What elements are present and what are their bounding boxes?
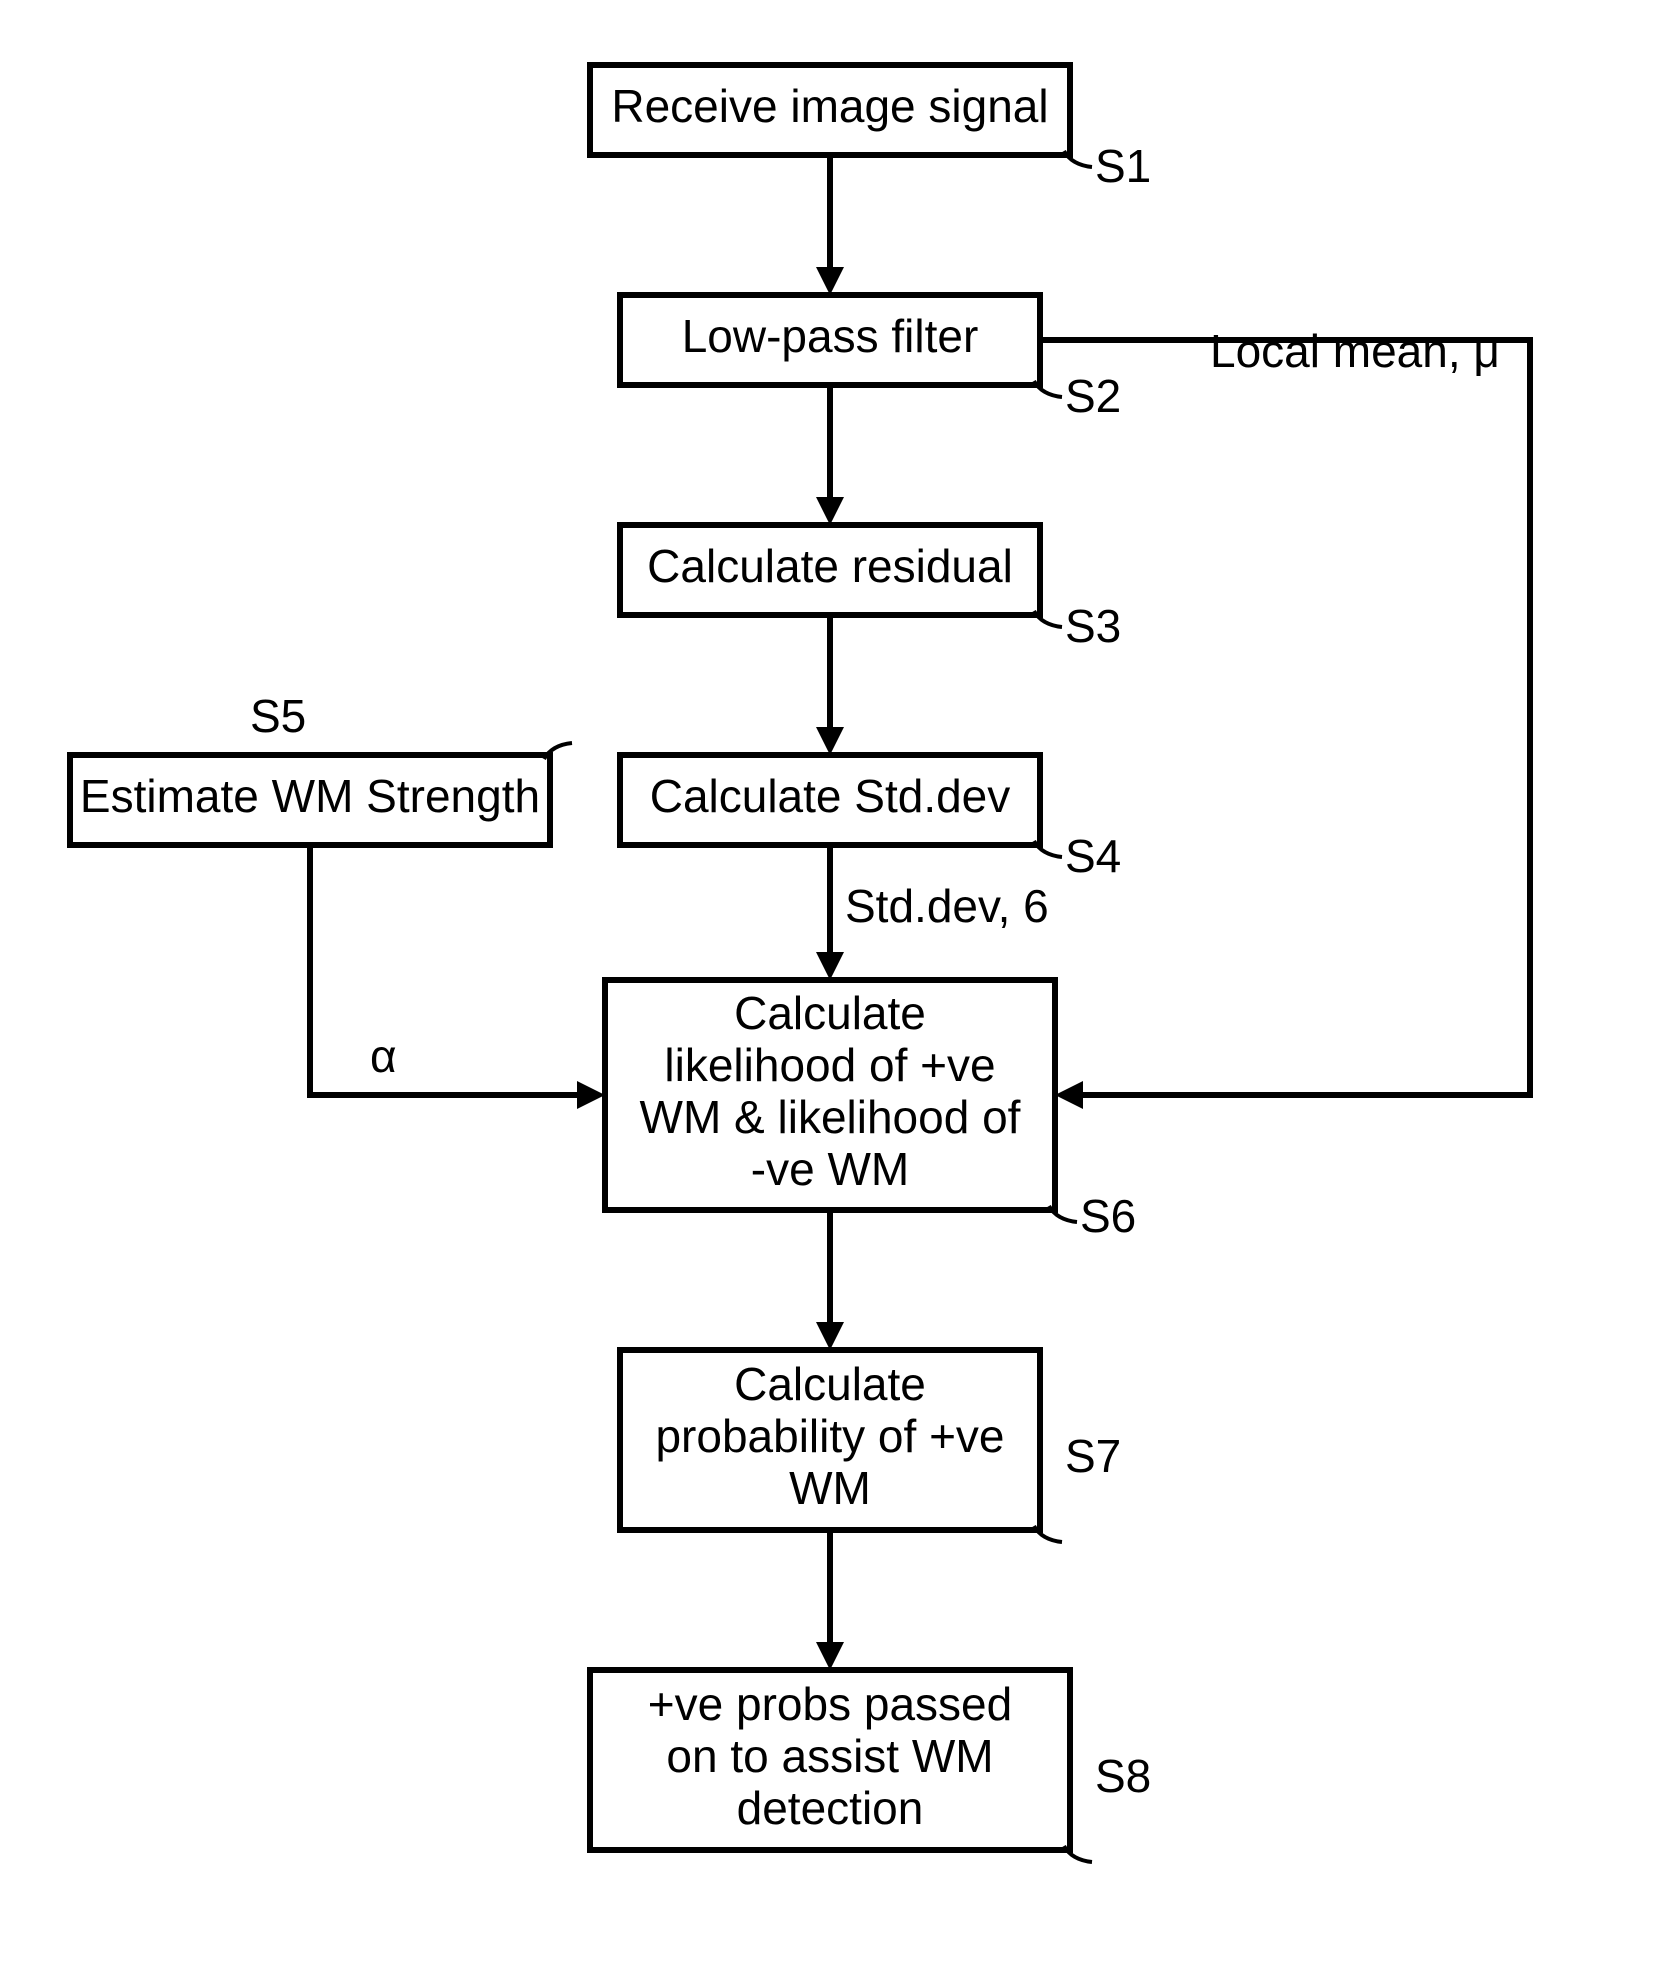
node-text: +ve probs passed — [648, 1678, 1012, 1730]
step-label-s2: S2 — [1065, 370, 1121, 422]
edge-line — [1040, 340, 1530, 1095]
edge-label: α — [370, 1030, 397, 1082]
node-text: Calculate — [734, 987, 926, 1039]
step-label-s8: S8 — [1095, 1750, 1151, 1802]
node-text: Estimate WM Strength — [80, 770, 540, 822]
edge-arrowhead — [816, 1322, 844, 1350]
node-text: -ve WM — [751, 1143, 909, 1195]
node-text: detection — [737, 1782, 924, 1834]
edge-arrowhead — [816, 497, 844, 525]
node-text: Receive image signal — [611, 80, 1048, 132]
edge-arrowhead — [577, 1081, 605, 1109]
flow-node-s6: Calculatelikelihood of +veWM & likelihoo… — [605, 980, 1055, 1210]
flow-node-s7: Calculateprobability of +veWM — [620, 1350, 1040, 1530]
step-label-s1: S1 — [1095, 140, 1151, 192]
edge-arrowhead — [816, 727, 844, 755]
node-text: Calculate residual — [647, 540, 1013, 592]
flow-node-s1: Receive image signal — [590, 65, 1070, 155]
flow-node-s3: Calculate residual — [620, 525, 1040, 615]
edge-arrowhead — [816, 952, 844, 980]
edge-arrowhead — [816, 267, 844, 295]
step-label-s6: S6 — [1080, 1190, 1136, 1242]
node-text: Calculate — [734, 1358, 926, 1410]
node-text: likelihood of +ve — [664, 1039, 995, 1091]
edge-line — [310, 845, 577, 1095]
step-label-s7: S7 — [1065, 1430, 1121, 1482]
flow-node-s2: Low-pass filter — [620, 295, 1040, 385]
node-text: probability of +ve — [655, 1410, 1004, 1462]
edge-arrowhead — [816, 1642, 844, 1670]
flow-node-s8: +ve probs passedon to assist WMdetection — [590, 1670, 1070, 1850]
edge-label: Std.dev, 6 — [845, 880, 1049, 932]
node-text: Low-pass filter — [682, 310, 979, 362]
step-label-s5: S5 — [250, 690, 306, 742]
edge-label: Local mean, μ — [1210, 325, 1500, 377]
flow-node-s4: Calculate Std.dev — [620, 755, 1040, 845]
step-label-s3: S3 — [1065, 600, 1121, 652]
flow-node-s5: Estimate WM Strength — [70, 755, 550, 845]
node-text: WM & likelihood of — [640, 1091, 1021, 1143]
node-text: on to assist WM — [666, 1730, 993, 1782]
node-text: WM — [789, 1462, 871, 1514]
edge-arrowhead — [1055, 1081, 1083, 1109]
step-label-s4: S4 — [1065, 830, 1121, 882]
node-text: Calculate Std.dev — [650, 770, 1011, 822]
